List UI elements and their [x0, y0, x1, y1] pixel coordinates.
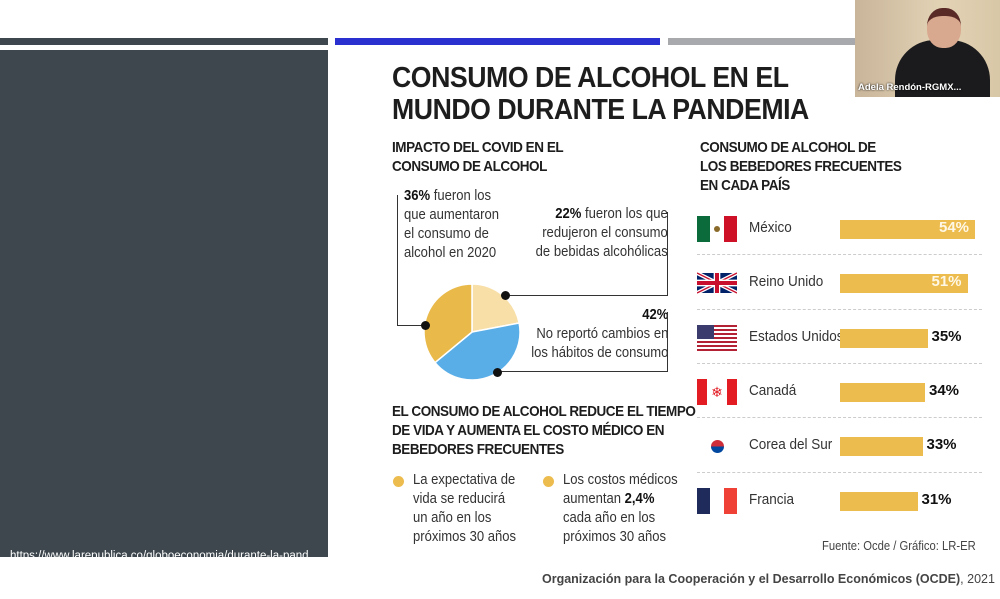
text: los hábitos de consumo [530, 345, 668, 361]
countries-heading: CONSUMO DE ALCOHOL DE LOS BEBEDORES FREC… [700, 138, 902, 195]
bar [840, 382, 925, 402]
leader-dot [501, 291, 510, 300]
country-name: Estados Unidos [749, 327, 844, 345]
text: Los costos médicos [563, 472, 678, 488]
webcam-thumbnail[interactable]: Adela Rendón-RGMX... [855, 0, 1000, 97]
text: que aumentaron [404, 207, 500, 223]
country-row: Corea del Sur 33% [697, 417, 982, 471]
country-row: México 54% [697, 200, 982, 254]
source-url[interactable]: https://www.larepublica.co/globoeconomia… [10, 550, 309, 596]
impact-heading: IMPACTO DEL COVID EN EL CONSUMO DE ALCOH… [392, 138, 564, 176]
leader-line [505, 212, 668, 296]
row-separator [697, 471, 982, 473]
heading-line: LOS BEBEDORES FRECUENTES [700, 158, 902, 175]
webcam-name: Adela Rendón-RGMX... [858, 82, 962, 93]
heading-line: IMPACTO DEL COVID EN EL [392, 139, 564, 156]
row-separator [697, 362, 982, 364]
heading-line: DE VIDA Y AUMENTA EL COSTO MÉDICO EN [392, 422, 665, 439]
increased-label: 36% fueron los que aumentaron el consumo… [404, 187, 499, 263]
text: de bebidas alcohólicas [535, 244, 668, 260]
bar [840, 220, 975, 239]
flag-icon [697, 487, 737, 514]
text: un año en los [413, 510, 492, 526]
bar-value: 54% [939, 219, 970, 236]
heading-line: EL CONSUMO DE ALCOHOL REDUCE EL TIEMPO [392, 403, 696, 420]
country-name: Corea del Sur [749, 436, 833, 454]
title-line: CONSUMO DE ALCOHOL EN EL [392, 62, 789, 94]
life-expectancy-text: La expectativa de vida se reducirá un añ… [413, 471, 516, 547]
country-name: Francia [749, 490, 795, 508]
text: redujeron el consumo [542, 225, 668, 241]
text: vida se reducirá [413, 491, 506, 507]
person-head [927, 8, 961, 48]
country-name: Reino Unido [749, 273, 824, 291]
person-silhouette [895, 40, 990, 97]
cost-pct: 2,4% [624, 491, 655, 507]
left-panel: https://www.larepublica.co/globoeconomia… [0, 50, 328, 596]
text: La expectativa de [413, 472, 516, 488]
row-separator [697, 308, 982, 310]
nochange-pct: 42% [641, 307, 668, 323]
flag-icon: ❄ [697, 378, 737, 405]
heading-line: CONSUMO DE ALCOHOL [392, 158, 547, 175]
leader-line [397, 195, 425, 326]
text: el consumo de [404, 226, 489, 242]
text: próximos 30 años [563, 529, 667, 545]
heading-line: EN CADA PAÍS [700, 177, 790, 194]
bullet-icon [393, 476, 404, 487]
row-separator [697, 254, 982, 256]
row-separator [697, 417, 982, 419]
increased-pct: 36% [404, 188, 431, 204]
country-row: Francia 31% [697, 471, 982, 526]
leader-dot [421, 321, 430, 330]
country-name: Canadá [749, 381, 797, 399]
pie-chart [423, 283, 521, 381]
text: fueron los [430, 188, 492, 204]
bar-value: 51% [931, 273, 962, 291]
heading-line: CONSUMO DE ALCOHOL DE [700, 139, 876, 156]
footer-org: Organización para la Cooperación y el De… [542, 572, 961, 586]
reduced-pct: 22% [555, 206, 582, 222]
country-row: ❄ Canadá 34% [697, 362, 982, 417]
bar [840, 491, 918, 511]
flag-icon [697, 433, 737, 460]
text: aumentan [563, 491, 625, 507]
infographic-title: CONSUMO DE ALCOHOL EN EL MUNDO DURANTE L… [392, 62, 809, 126]
flag-icon [697, 216, 737, 242]
text: alcohol en 2020 [404, 245, 497, 261]
footer-citation: Organización para la Cooperación y el De… [542, 572, 995, 586]
medical-cost-text: Los costos médicos aumentan 2,4% cada añ… [563, 471, 678, 547]
text: fueron los que [581, 206, 668, 222]
pie-slice-1 [433, 322, 521, 381]
bar [840, 274, 968, 294]
nochange-label: 42% No reportó cambios en los hábitos de… [531, 306, 668, 363]
bullet-icon [543, 476, 554, 487]
title-line: MUNDO DURANTE LA PANDEMIA [392, 94, 809, 126]
text: No reportó cambios en [535, 326, 668, 342]
footer-year: , 2021 [960, 572, 995, 586]
bar-value: 33% [926, 436, 957, 454]
slide-bar-dark [0, 38, 328, 45]
pie-slice-2 [423, 283, 473, 364]
country-name: México [749, 219, 792, 236]
health-heading: EL CONSUMO DE ALCOHOL REDUCE EL TIEMPO D… [392, 402, 696, 459]
bar [840, 437, 923, 457]
slide-bar-gray [668, 38, 858, 45]
slide-bar-blue [335, 38, 660, 45]
text: próximos 30 años [413, 529, 517, 545]
country-row: Estados Unidos 35% [697, 308, 982, 363]
source-note: Fuente: Ocde / Gráfico: LR-ER [822, 539, 976, 553]
leader-dot [493, 368, 502, 377]
heading-line: BEBEDORES FRECUENTES [392, 441, 564, 458]
bar [840, 328, 928, 348]
reduced-label: 22% fueron los que redujeron el consumo … [536, 205, 668, 262]
leader-line [497, 312, 668, 372]
text: cada año en los [563, 510, 656, 526]
flag-icon [697, 270, 737, 296]
bar-value: 31% [921, 490, 952, 508]
bar-value: 34% [929, 381, 960, 399]
country-row: Reino Unido 51% [697, 254, 982, 308]
flag-icon [697, 324, 737, 351]
bar-value: 35% [931, 327, 962, 345]
